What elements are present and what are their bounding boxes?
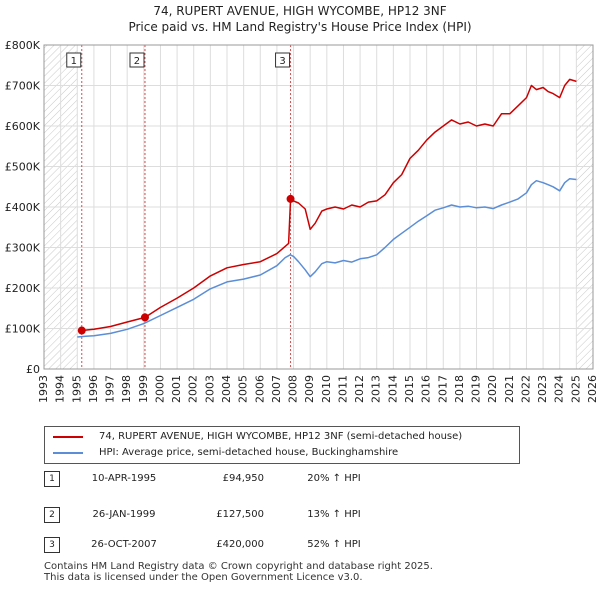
y-tick-label: £300K <box>5 242 41 255</box>
x-tick-label: 2008 <box>287 375 300 403</box>
x-tick-label: 2014 <box>386 375 399 403</box>
x-tick-label: 2007 <box>270 375 283 403</box>
sale-row: 2 26-JAN-1999 £127,500 13% ↑ HPI <box>0 506 600 524</box>
sale-marker-box <box>66 52 82 68</box>
x-tick-label: 2012 <box>353 375 366 403</box>
property-series-line <box>81 78 577 332</box>
x-tick-label: 1993 <box>37 375 50 403</box>
hpi-series-line <box>77 177 577 338</box>
x-tick-label: 2020 <box>486 375 499 403</box>
x-tick-label: 1995 <box>70 375 83 403</box>
legend-label-property: 74, RUPERT AVENUE, HIGH WYCOMBE, HP12 3N… <box>99 431 463 442</box>
sale-price: £127,500 <box>216 509 264 520</box>
legend-label-hpi: HPI: Average price, semi-detached house,… <box>99 447 399 458</box>
sale-number: 1 <box>44 471 60 487</box>
y-tick-label: £100K <box>5 323 41 336</box>
footer-line-licence: This data is licensed under the Open Gov… <box>44 572 363 583</box>
sale-row: 1 10-APR-1995 £94,950 20% ↑ HPI <box>0 470 600 488</box>
sale-date: 10-APR-1995 <box>91 473 157 484</box>
x-tick-label: 2006 <box>253 375 266 403</box>
x-tick-label: 2015 <box>403 375 416 403</box>
x-tick-label: 2011 <box>336 375 349 403</box>
x-tick-label: 2009 <box>303 375 316 403</box>
x-tick-label: 2019 <box>470 375 483 403</box>
sale-number: 3 <box>44 537 60 553</box>
plot-frame <box>43 44 594 370</box>
chart-legend: 74, RUPERT AVENUE, HIGH WYCOMBE, HP12 3N… <box>44 426 520 464</box>
y-tick-label: £600K <box>5 120 41 133</box>
x-tick-label: 1998 <box>120 375 133 403</box>
sale-date: 26-JAN-1999 <box>92 509 156 520</box>
x-tick-label: 2023 <box>536 375 549 403</box>
x-tick-label: 2026 <box>586 375 599 403</box>
y-tick-label: £200K <box>5 282 41 295</box>
y-tick-label: £400K <box>5 201 41 214</box>
x-tick-label: 1996 <box>87 375 100 403</box>
chart-title: 74, RUPERT AVENUE, HIGH WYCOMBE, HP12 3N… <box>153 4 447 18</box>
x-tick-label: 2016 <box>420 375 433 403</box>
y-tick-label: £800K <box>5 39 41 52</box>
sale-marker-label: 2 <box>134 56 140 67</box>
x-tick-label: 2005 <box>237 375 250 403</box>
price-chart: 1 2 3 £0 £100K £200K £300K £400K £500K £600K £700… <box>5 39 599 403</box>
y-tick-label: £700K <box>5 80 41 93</box>
legend-swatch-blue <box>53 452 83 454</box>
x-tick-label: 2003 <box>203 375 216 403</box>
legend-swatch-red <box>53 436 83 438</box>
x-tick-label: 2017 <box>436 375 449 403</box>
sale-point <box>286 194 295 203</box>
y-tick-label: £0 <box>26 363 40 376</box>
sale-row: 3 26-OCT-2007 £420,000 52% ↑ HPI <box>0 536 600 554</box>
sale-date: 26-OCT-2007 <box>91 539 157 550</box>
x-tick-label: 2022 <box>519 375 532 403</box>
x-tick-label: 2021 <box>503 375 516 403</box>
x-tick-label: 1997 <box>104 375 117 403</box>
y-tick-label: £500K <box>5 161 41 174</box>
x-tick-label: 2013 <box>370 375 383 403</box>
sale-hpi-change: 13% ↑ HPI <box>307 509 361 520</box>
sale-point <box>140 313 149 322</box>
sale-marker-label: 1 <box>71 56 77 67</box>
sale-price: £420,000 <box>216 539 264 550</box>
sale-hpi-change: 20% ↑ HPI <box>307 473 361 484</box>
x-tick-label: 2004 <box>220 375 233 403</box>
x-tick-label: 1994 <box>54 375 67 403</box>
sale-marker-box <box>275 52 291 68</box>
x-tick-label: 1999 <box>137 375 150 403</box>
x-tick-label: 2002 <box>187 375 200 403</box>
sale-number: 2 <box>44 507 60 523</box>
x-tick-label: 2018 <box>453 375 466 403</box>
footer-notice: Contains HM Land Registry data © Crown c… <box>44 561 433 583</box>
sale-price: £94,950 <box>222 473 264 484</box>
x-tick-label: 2001 <box>170 375 183 403</box>
footer-line-copyright: Contains HM Land Registry data © Crown c… <box>44 561 433 572</box>
x-tick-label: 2025 <box>569 375 582 403</box>
sale-hpi-change: 52% ↑ HPI <box>307 539 361 550</box>
x-tick-label: 2000 <box>153 375 166 403</box>
sale-marker-box <box>129 52 145 68</box>
sale-marker-label: 3 <box>279 56 285 67</box>
x-tick-label: 2024 <box>553 375 566 403</box>
sale-point <box>77 326 86 335</box>
chart-subtitle: Price paid vs. HM Land Registry's House … <box>128 20 472 34</box>
x-tick-label: 2010 <box>320 375 333 403</box>
